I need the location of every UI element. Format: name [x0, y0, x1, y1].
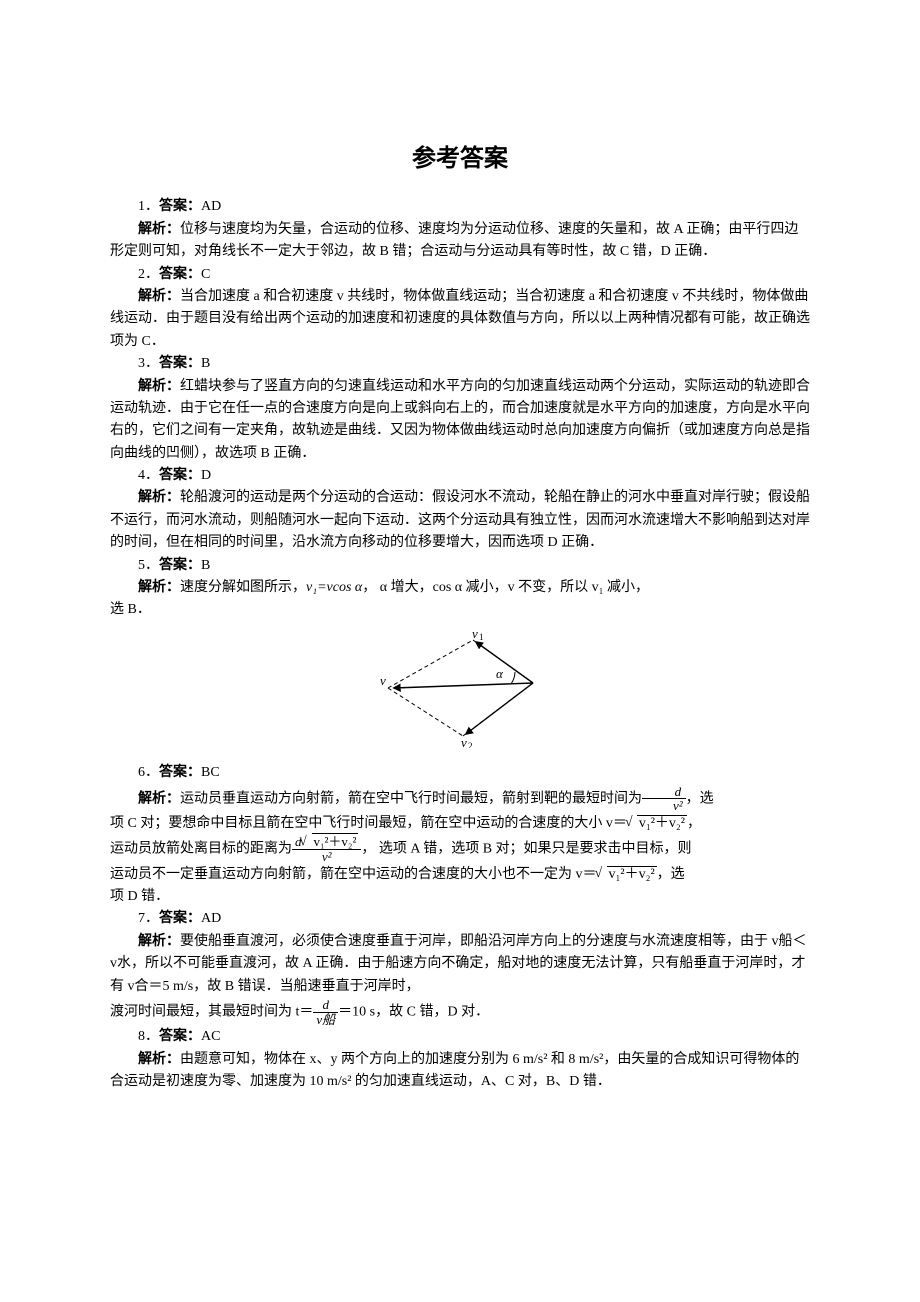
sqrt: v₁²＋v₂² — [597, 864, 657, 886]
answer-label: 答案： — [159, 468, 201, 483]
q5-explain: 解析：速度分解如图所示，v₁=vcos α， α 增大，cos α 减小，v 不… — [110, 577, 810, 599]
q5-num: 5． — [138, 558, 159, 573]
answer-label: 答案： — [159, 1029, 201, 1044]
q7-explain-1: 解析：要使船垂直渡河，必须使合速度垂直于河岸，即船沿河岸方向上的分速度与水流速度… — [110, 931, 810, 998]
answer-label: 答案： — [159, 911, 201, 926]
fraction: dv₁²＋v₂²v² — [292, 835, 361, 863]
q6-exp-b: 项 C 对；要想命中目标且箭在空中飞行时间最短，箭在空中运动的合速度的大小 v＝ — [110, 816, 627, 831]
q3-exp-text: 红蜡块参与了竖直方向的匀速直线运动和水平方向的匀加速直线运动两个分运动，实际运动… — [110, 379, 810, 461]
q6-exp-d: ， 选项 A 错，选项 B 对；如果只是要求击中目标，则 — [361, 842, 691, 857]
q8-num: 8． — [138, 1029, 159, 1044]
q1-answer: AD — [201, 199, 221, 214]
q1-answer-line: 1．答案：AD — [110, 196, 810, 218]
q6-exp-f: 项 D 错． — [110, 889, 169, 904]
q5-explain-tail: 选 B． — [110, 599, 810, 621]
page-title: 参考答案 — [110, 140, 810, 178]
page: 参考答案 1．答案：AD 解析：位移与速度均为矢量，合运动的位移、速度均为分运动… — [0, 0, 920, 1302]
q6-exp-e: 运动员不一定垂直运动方向射箭，箭在空中运动的合速度的大小也不一定为 v＝ — [110, 867, 597, 882]
q2-answer: C — [201, 267, 210, 282]
q8-answer-line: 8．答案：AC — [110, 1026, 810, 1048]
q6-answer-line: 6．答案：BC — [110, 762, 810, 784]
frac1-den: v² — [673, 798, 683, 813]
q7-answer-line: 7．答案：AD — [110, 908, 810, 930]
q7-explain-2: 渡河时间最短，其最短时间为 t＝dv船＝10 s，故 C 错，D 对． — [110, 998, 810, 1026]
select-label: 选 — [110, 602, 124, 617]
explain-label: 解析： — [138, 289, 180, 304]
answer-label: 答案： — [159, 356, 201, 371]
svg-text:α: α — [496, 666, 504, 681]
q8-exp-text: 由题意可知，物体在 x、y 两个方向上的加速度分别为 6 m/s² 和 8 m/… — [110, 1052, 799, 1089]
q7-frac-den: v船 — [316, 1012, 335, 1027]
answer-label: 答案： — [159, 199, 201, 214]
q1-explain: 解析：位移与速度均为矢量，合运动的位移、速度均为分运动位移、速度的矢量和，故 A… — [110, 219, 810, 264]
q4-exp-text: 轮船渡河的运动是两个分运动的合运动：假设河水不流动，轮船在静止的河水中垂直对岸行… — [110, 490, 810, 550]
svg-text:v: v — [461, 735, 467, 748]
q5-formula: v₁=vcos α — [306, 580, 362, 595]
q6-exp-c: 运动员放箭处离目标的距离为 — [110, 842, 292, 857]
q1-num: 1． — [138, 199, 159, 214]
q3-answer-line: 3．答案：B — [110, 353, 810, 375]
q6-explain-5: 项 D 错． — [110, 886, 810, 908]
q2-num: 2． — [138, 267, 159, 282]
q5-diagram: v1 v2 v α — [110, 628, 810, 756]
q2-answer-line: 2．答案：C — [110, 264, 810, 286]
vector-diagram-svg: v1 v2 v α — [378, 628, 543, 748]
sqrt2: v₁²＋v₂² — [607, 866, 657, 882]
q5-answer-line: 5．答案：B — [110, 555, 810, 577]
sqrt: v₁²＋v₂² — [627, 813, 687, 835]
q2-explain: 解析：当合加速度 a 和合初速度 v 共线时，物体做直线运动；当合初速度 a 和… — [110, 286, 810, 353]
q6-exp-a: 运动员垂直运动方向射箭，箭在空中飞行时间最短，箭射到靶的最短时间为 — [180, 791, 642, 806]
q7-exp-c: ＝10 s，故 C 错，D 对． — [338, 1004, 489, 1019]
q3-explain: 解析：红蜡块参与了竖直方向的匀速直线运动和水平方向的匀加速直线运动两个分运动，实… — [110, 376, 810, 466]
fraction: dv船 — [313, 998, 338, 1026]
q8-answer: AC — [201, 1029, 220, 1044]
explain-label: 解析： — [138, 934, 180, 949]
q6-explain-1: 解析：运动员垂直运动方向射箭，箭在空中飞行时间最短，箭射到靶的最短时间为dv²，… — [110, 785, 810, 813]
explain-label: 解析： — [138, 222, 180, 237]
sqrt1: v₁²＋v₂² — [637, 815, 687, 831]
svg-text:v: v — [472, 628, 478, 641]
q8-explain: 解析：由题意可知，物体在 x、y 两个方向上的加速度分别为 6 m/s² 和 8… — [110, 1049, 810, 1094]
q2-exp-text: 当合加速度 a 和合初速度 v 共线时，物体做直线运动；当合初速度 a 和合初速… — [110, 289, 810, 349]
svg-text:1: 1 — [479, 632, 484, 642]
q3-num: 3． — [138, 356, 159, 371]
q7-answer: AD — [201, 911, 221, 926]
svg-text:v: v — [380, 673, 386, 688]
q6-explain-4: 运动员不一定垂直运动方向射箭，箭在空中运动的合速度的大小也不一定为 v＝ v₁²＋… — [110, 864, 810, 886]
explain-label: 解析： — [138, 1052, 180, 1067]
answer-label: 答案： — [159, 267, 201, 282]
q4-answer: D — [201, 468, 211, 483]
explain-label: 解析： — [138, 490, 180, 505]
q7-exp-b: 渡河时间最短，其最短时间为 t＝ — [110, 1004, 313, 1019]
q7-frac-num: d — [323, 997, 330, 1012]
frac2-num-sqrt: v₁²＋v₂² — [312, 833, 359, 849]
frac2-den: v² — [322, 849, 332, 864]
fraction: dv² — [642, 785, 686, 813]
explain-label: 解析： — [138, 580, 180, 595]
select-label: 选 — [700, 791, 714, 806]
answer-label: 答案： — [159, 558, 201, 573]
q4-answer-line: 4．答案：D — [110, 465, 810, 487]
frac1-num: d — [675, 784, 682, 799]
q5-exp-tail: B． — [128, 602, 151, 617]
q7-num: 7． — [138, 911, 159, 926]
sqrt: v₁²＋v₂² — [302, 835, 359, 849]
svg-text:2: 2 — [468, 741, 473, 748]
q3-answer: B — [201, 356, 210, 371]
q6-num: 6． — [138, 765, 159, 780]
explain-label: 解析： — [138, 791, 180, 806]
select-label: 选 — [671, 867, 685, 882]
q5-exp-post: ， α 增大，cos α 减小，v 不变，所以 v₁ 减小， — [362, 580, 649, 595]
q6-answer: BC — [201, 765, 220, 780]
q4-num: 4． — [138, 468, 159, 483]
explain-label: 解析： — [138, 379, 180, 394]
q6-explain-3: 运动员放箭处离目标的距离为dv₁²＋v₂²v²， 选项 A 错，选项 B 对；如… — [110, 835, 810, 863]
q1-exp-text: 位移与速度均为矢量，合运动的位移、速度均为分运动位移、速度的矢量和，故 A 正确… — [110, 222, 798, 259]
answer-label: 答案： — [159, 765, 201, 780]
q5-exp-pre: 速度分解如图所示， — [180, 580, 306, 595]
q4-explain: 解析：轮船渡河的运动是两个分运动的合运动：假设河水不流动，轮船在静止的河水中垂直… — [110, 487, 810, 554]
q6-explain-2: 项 C 对；要想命中目标且箭在空中飞行时间最短，箭在空中运动的合速度的大小 v＝… — [110, 813, 810, 835]
q7-exp-a: 要使船垂直渡河，必须使合速度垂直于河岸，即船沿河岸方向上的分速度与水流速度相等，… — [110, 934, 807, 994]
q5-answer: B — [201, 558, 210, 573]
